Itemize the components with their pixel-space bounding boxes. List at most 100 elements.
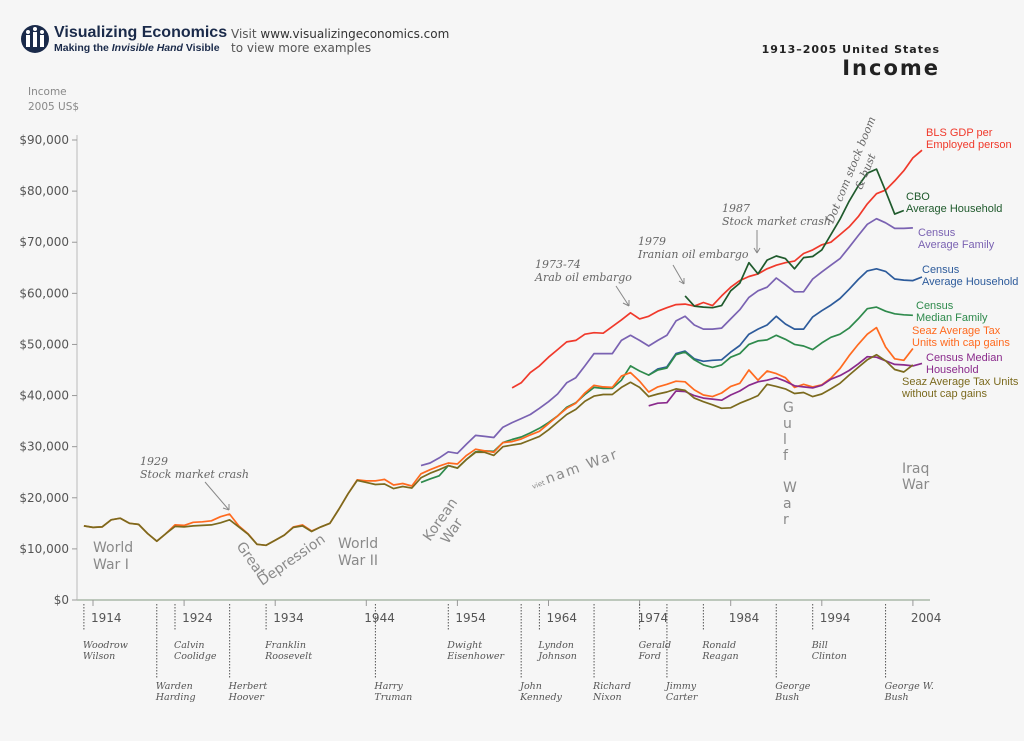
president-label-line: Bush xyxy=(774,692,799,703)
president-label-line: Warden xyxy=(156,681,193,692)
logo-tagline: Making the Invisible Hand Visible xyxy=(54,42,220,54)
war-label-wwi-line: World xyxy=(93,540,133,556)
president-label: John Kennedy xyxy=(518,681,562,703)
annotation-arab-oil-embargo-line: Arab oil embargo xyxy=(534,271,632,284)
president-label: Richard Nixon xyxy=(592,681,631,703)
chart-supertitle: 1913–2005 United States xyxy=(761,43,940,56)
x-tick-label: 1994 xyxy=(820,611,851,625)
annotation-1987-crash-line: 1987 xyxy=(722,202,750,215)
president-label: Lyndon Johnson xyxy=(536,640,576,662)
president-label-line: George xyxy=(775,681,811,692)
series-line-census-median-household xyxy=(648,355,923,407)
president-label: Bill Clinton xyxy=(811,640,847,662)
series-line-seaz-average-tax-units-without-cap-gains xyxy=(83,353,914,547)
president-label-line: Richard xyxy=(592,681,631,692)
war-label-wwii: World War II xyxy=(338,536,378,569)
y-tick-label: $50,000 xyxy=(19,337,69,351)
president-label-line: Bill xyxy=(811,640,828,651)
legend-label-line: Seaz Average Tax Units xyxy=(902,376,1019,388)
y-tick-label: $80,000 xyxy=(19,184,69,198)
president-label-line: Clinton xyxy=(812,651,847,662)
war-label-wwi-line: War I xyxy=(93,557,129,573)
war-label-iraq-line: War xyxy=(902,477,930,493)
y-tick-label: $60,000 xyxy=(19,286,69,300)
president-label-line: Wilson xyxy=(83,651,115,662)
x-tick-label: 1954 xyxy=(455,611,486,625)
president-label-line: Calvin xyxy=(174,640,205,651)
x-tick-label: 1974 xyxy=(638,611,669,625)
legend-label-line: Units with cap gains xyxy=(912,337,1010,349)
legend-label-line: Median Family xyxy=(916,312,988,324)
annotation-1987-crash: 1987 Stock market crash xyxy=(722,202,831,228)
logo: Visualizing Economics Making the Invisib… xyxy=(20,24,230,54)
y-tick-label: $20,000 xyxy=(19,491,69,505)
y-axis-label: Income 2005 US$ xyxy=(28,86,80,113)
y-tick-label: $90,000 xyxy=(19,133,69,147)
president-label: Calvin Coolidge xyxy=(174,640,217,662)
logo-icon xyxy=(21,25,49,53)
president-label: Gerald Ford xyxy=(638,640,672,662)
president-label: Herbert Hoover xyxy=(228,681,268,703)
president-label-line: Woodrow xyxy=(83,640,128,651)
president-label-line: Johnson xyxy=(536,651,576,662)
legend-label-line: Census Median xyxy=(926,352,1002,364)
president-label-line: Ford xyxy=(638,651,661,662)
president-label-line: Herbert xyxy=(228,681,268,692)
x-tick-label: 1934 xyxy=(273,611,304,625)
series-line-census-average-family xyxy=(420,217,913,467)
legend-label-line: Average Household xyxy=(906,203,1002,215)
legend-label-line: without cap gains xyxy=(901,388,987,400)
president-label: Jimmy Carter xyxy=(664,681,699,703)
x-tick-label: 1984 xyxy=(729,611,760,625)
president-label-line: Franklin xyxy=(264,640,306,651)
war-label-gulf-letter: a xyxy=(783,496,792,512)
site-link[interactable]: www.visualizingeconomics.com xyxy=(260,27,450,41)
president-label-line: Dwight xyxy=(446,640,482,651)
president-label: Woodrow Wilson xyxy=(83,640,128,662)
war-label-gulf-letter: W xyxy=(783,480,797,496)
president-label-line: Roosevelt xyxy=(264,651,312,662)
president-label: Dwight Eisenhower xyxy=(446,640,505,662)
president-label-line: John xyxy=(518,681,542,692)
president-label: Harry Truman xyxy=(373,681,412,703)
president-label: Ronald Reagan xyxy=(701,640,738,662)
y-tick-label: $40,000 xyxy=(19,389,69,403)
legend-label: Seaz Average Tax Units with cap gains xyxy=(912,325,1010,349)
war-label-gulf-letter: l xyxy=(783,432,787,448)
president-label: Warden Harding xyxy=(155,681,196,703)
president-label-line: Lyndon xyxy=(537,640,574,651)
legend-label-line: Employed person xyxy=(926,139,1012,151)
y-tick-label: $10,000 xyxy=(19,542,69,556)
war-label-depression: Depression xyxy=(255,531,328,589)
legend-label-line: Average Household xyxy=(922,276,1018,288)
series-line-census-median-family xyxy=(420,306,913,484)
arrow-icon xyxy=(615,285,630,307)
president-label-line: Harry xyxy=(373,681,403,692)
arrow-icon xyxy=(672,264,685,285)
president-label-line: Coolidge xyxy=(174,651,217,662)
visit-note: Visit www.visualizingeconomics.com to vi… xyxy=(231,27,450,55)
annotation-1929-crash: 1929 Stock market crash xyxy=(140,455,249,481)
y-tick-label: $0 xyxy=(54,593,69,607)
war-label-gulf-letter: f xyxy=(783,448,789,464)
annotation-arab-oil-embargo: 1973-74 Arab oil embargo xyxy=(534,258,632,284)
president-label-line: Ronald xyxy=(701,640,736,651)
war-label-wwi: World War I xyxy=(93,540,133,573)
president-label-line: Truman xyxy=(374,692,412,703)
war-line: War xyxy=(584,446,621,472)
legend-label: BLS GDP per Employed person xyxy=(926,127,1012,151)
arrow-icon xyxy=(753,230,761,254)
legend-label-line: Seaz Average Tax xyxy=(912,325,1001,337)
legend-label-line: Average Family xyxy=(918,239,995,251)
logo-title: Visualizing Economics xyxy=(54,24,228,41)
legend-label-line: Census xyxy=(916,300,954,312)
war-label-korean: KoreanWar xyxy=(420,495,474,553)
legend-label-line: Household xyxy=(926,364,979,376)
war-label-vietnam: viet nam War xyxy=(529,446,621,493)
president-label-line: Hoover xyxy=(228,692,266,703)
annotation-1929-crash-line: 1929 xyxy=(140,455,168,468)
legend-label: Census Median Household xyxy=(926,352,1002,376)
president-label-line: Reagan xyxy=(701,651,738,662)
war-label-iraq: Iraq War xyxy=(902,461,930,493)
president-label: George Bush xyxy=(774,681,811,703)
